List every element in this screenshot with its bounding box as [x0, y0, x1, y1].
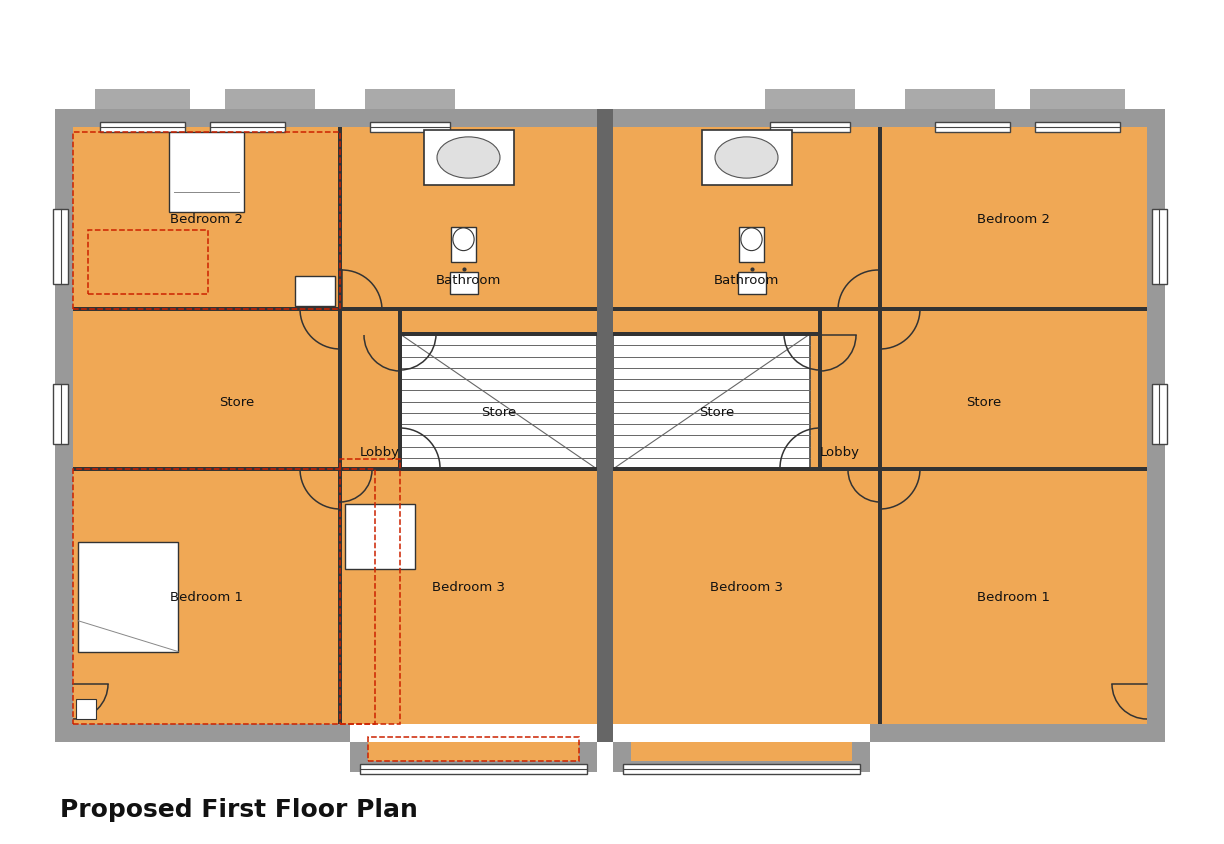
Bar [211, 123, 285, 133]
Text: Lobby: Lobby [820, 445, 860, 458]
Bar [95, 90, 190, 110]
Bar [879, 127, 881, 724]
Text: Bedroom 3: Bedroom 3 [710, 581, 783, 593]
Bar [73, 310, 597, 469]
Text: Bedroom 3: Bedroom 3 [432, 581, 506, 593]
Bar [613, 308, 880, 311]
Bar [880, 308, 1147, 311]
Bar [350, 742, 597, 772]
Bar [880, 127, 1147, 310]
Bar [819, 310, 821, 469]
Text: Store: Store [219, 396, 255, 408]
Bar [613, 127, 880, 310]
Bar [73, 127, 340, 310]
Bar [597, 110, 613, 742]
Bar [613, 761, 870, 772]
Bar [350, 742, 368, 772]
Bar [449, 273, 477, 295]
Bar [73, 468, 597, 471]
Bar [613, 469, 880, 724]
Bar [53, 210, 69, 284]
Bar [613, 334, 810, 469]
Bar [613, 333, 820, 337]
Bar [73, 133, 340, 310]
Text: Bedroom 2: Bedroom 2 [977, 212, 1050, 225]
Text: Bedroom 1: Bedroom 1 [977, 590, 1050, 603]
Bar [76, 699, 95, 719]
Ellipse shape [715, 138, 778, 179]
Bar [765, 90, 856, 110]
Bar [613, 742, 632, 772]
Bar [398, 310, 401, 469]
Bar [613, 310, 1147, 469]
Bar [935, 123, 1010, 133]
Bar [880, 469, 1147, 724]
Bar [370, 123, 450, 133]
Bar [597, 724, 613, 742]
Bar [1152, 210, 1166, 284]
Bar [55, 110, 1165, 127]
Bar [73, 469, 375, 724]
Ellipse shape [741, 229, 763, 252]
Bar [340, 127, 597, 310]
Bar [739, 228, 764, 262]
Bar [225, 90, 315, 110]
Text: Bedroom 2: Bedroom 2 [170, 212, 244, 225]
Bar [424, 131, 514, 186]
Text: Bathroom: Bathroom [436, 273, 501, 286]
Bar [852, 742, 870, 772]
Bar [1152, 385, 1166, 445]
Bar [350, 761, 597, 772]
Bar [340, 459, 400, 724]
Bar [870, 724, 1165, 742]
Bar [1031, 90, 1125, 110]
Bar [579, 742, 597, 772]
Bar [53, 385, 69, 445]
Bar [345, 505, 415, 570]
Text: Bathroom: Bathroom [714, 273, 780, 286]
Bar [770, 123, 849, 133]
Ellipse shape [453, 229, 474, 252]
Bar [55, 724, 350, 742]
Bar [365, 90, 455, 110]
Bar [100, 123, 185, 133]
Bar [368, 738, 579, 761]
Text: Store: Store [966, 396, 1001, 408]
Bar [701, 131, 792, 186]
Bar [73, 469, 340, 724]
Bar [400, 334, 597, 469]
Text: Lobby: Lobby [360, 445, 400, 458]
Ellipse shape [437, 138, 499, 179]
Bar [78, 542, 177, 652]
Bar [613, 742, 870, 772]
Bar [88, 231, 208, 295]
Text: Store: Store [481, 405, 517, 419]
Bar [1036, 123, 1120, 133]
Bar [360, 764, 588, 774]
Bar [400, 308, 597, 311]
Bar [340, 469, 597, 724]
Bar [905, 90, 995, 110]
Bar [55, 110, 73, 742]
Bar [450, 228, 476, 262]
Bar [613, 468, 1147, 471]
Bar [73, 308, 341, 311]
Bar [295, 277, 335, 306]
Bar [623, 764, 860, 774]
Text: Proposed First Floor Plan: Proposed First Floor Plan [60, 797, 417, 821]
Bar [338, 127, 341, 724]
Bar [613, 334, 810, 469]
Bar [738, 273, 765, 295]
Text: Store: Store [699, 405, 734, 419]
Text: Bedroom 1: Bedroom 1 [170, 590, 244, 603]
Bar [169, 133, 244, 213]
Bar [340, 308, 400, 311]
Bar [400, 333, 597, 337]
Bar [1147, 110, 1165, 742]
Bar [400, 334, 597, 469]
